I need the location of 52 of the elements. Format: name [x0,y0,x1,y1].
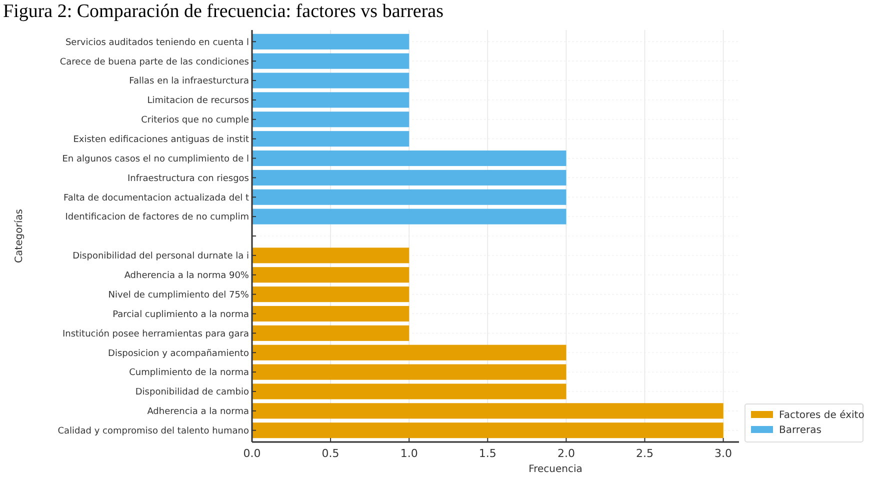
bar [252,34,410,50]
y-tick-label: En algunos casos el no cumplimiento de l [62,154,249,164]
bar [252,92,410,108]
bar [252,267,410,283]
bar [252,364,566,380]
x-tick-label: 1.5 [478,447,496,460]
bar [252,248,410,264]
legend-label: Barreras [779,425,822,436]
y-tick-label: Disponibilidad del personal durnate la i [72,252,249,262]
x-tick-label: 2.0 [557,447,575,460]
y-tick-label: Falta de documentacion actualizada del t [63,193,250,204]
y-tick-label: Disposicion y acompañamiento [108,348,250,359]
y-tick-label: Existen edificaciones antiguas de instit [73,134,250,145]
y-tick-label: Calidad y compromiso del talento humano [58,426,250,436]
bar [252,344,566,360]
y-tick-label: Fallas en la infraesturctura [129,76,249,87]
bar [252,112,410,128]
y-tick-label: Infraestructura con riesgos [127,174,250,184]
bar [252,53,410,69]
bar [252,422,724,438]
bar [252,170,566,186]
bar [252,384,566,400]
x-tick-label: 0.5 [322,447,340,460]
y-tick-label: Disponibilidad de cambio [135,388,250,398]
bar [252,189,566,205]
y-tick-label: Nivel de cumplimiento del 75% [108,290,250,300]
bar [252,403,724,419]
x-tick-label: 2.5 [636,447,654,460]
y-tick-label: Identificacion de factores de no cumplim [65,212,249,223]
bar [252,131,410,147]
y-tick-label: Limitacion de recursos [147,96,250,106]
x-tick-label: 1.0 [400,447,418,460]
bar [252,325,410,341]
bar [252,208,566,224]
y-tick-label: Carece de buena parte de las condiciones [60,57,250,68]
y-tick-label: Servicios auditados teniendo en cuenta l [65,38,249,48]
bar [252,286,410,302]
y-tick-label: Adherencia a la norma 90% [124,271,250,282]
y-axis-title: Categorías [14,209,25,263]
legend-label: Factores de éxito [779,410,864,421]
y-tick-label: Criterios que no cumple [141,116,250,126]
chart-title: Figura 2: Comparación de frecuencia: factores vs barreras [3,1,444,22]
y-tick-label: Parcial cuplimiento a la norma [112,310,249,320]
bar [252,72,410,88]
y-tick-label: Adherencia a la norma [147,407,249,418]
bar [252,150,566,166]
bar [252,306,410,322]
x-tick-label: 0.0 [243,447,261,460]
y-tick-label: Cumplimiento de la norma [129,368,249,378]
y-tick-label: Institución posee herramientas para gara [62,328,249,340]
x-axis-title: Frecuencia [528,464,582,475]
x-tick-label: 3.0 [714,447,732,460]
